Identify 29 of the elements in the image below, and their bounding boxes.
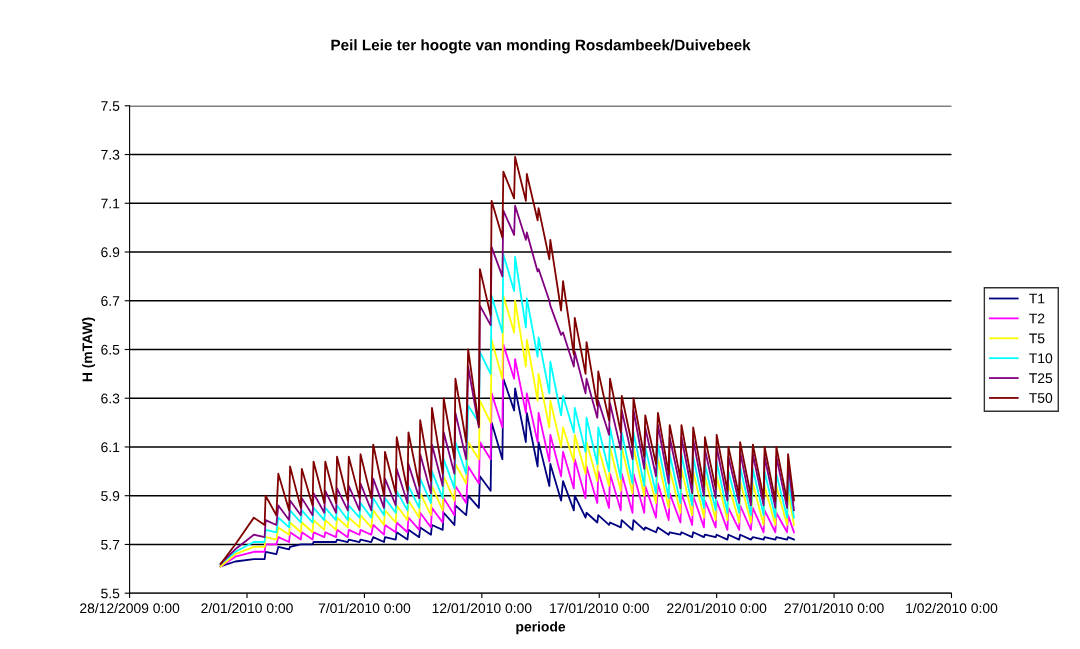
x-tick-label: 2/01/2010 0:00 — [201, 602, 293, 614]
x-tick-label: 1/02/2010 0:00 — [906, 602, 998, 614]
x-axis-title: periode — [516, 621, 566, 635]
x-tick-label: 17/01/2010 0:00 — [550, 602, 649, 614]
y-tick-label: 7.1 — [101, 198, 120, 209]
legend-label: T2 — [1029, 313, 1045, 324]
y-tick-label: 6.1 — [101, 442, 120, 453]
x-tick-label: 27/01/2010 0:00 — [784, 602, 884, 614]
legend-label: T1 — [1029, 293, 1045, 304]
y-tick-label: 5.5 — [101, 588, 120, 599]
y-tick-label: 6.3 — [101, 393, 120, 404]
line-series — [219, 377, 795, 568]
x-tick-label: 12/01/2010 0:00 — [432, 602, 532, 614]
x-tick-label: 28/12/2009 0:00 — [80, 602, 180, 614]
y-tick-label: 5.7 — [101, 539, 120, 550]
y-tick-label: 7.5 — [101, 101, 120, 111]
y-tick-label: 6.5 — [101, 344, 120, 355]
x-tick-label: 7/01/2010 0:00 — [318, 602, 411, 614]
y-tick-label: 5.9 — [101, 491, 120, 501]
legend-label: T25 — [1029, 373, 1053, 384]
chart-title: Peil Leie ter hoogte van monding Rosdambeek/Duivebeek — [331, 39, 751, 54]
legend-label: T50 — [1029, 393, 1053, 403]
legend-label: T5 — [1029, 333, 1045, 344]
legend-label: T10 — [1029, 353, 1053, 364]
y-axis-title: H (mTAW) — [82, 317, 96, 382]
y-tick-label: 7.3 — [101, 149, 120, 160]
y-tick-label: 6.7 — [101, 296, 120, 306]
x-tick-label: 22/01/2010 0:00 — [667, 602, 767, 614]
y-tick-label: 6.9 — [101, 247, 120, 258]
